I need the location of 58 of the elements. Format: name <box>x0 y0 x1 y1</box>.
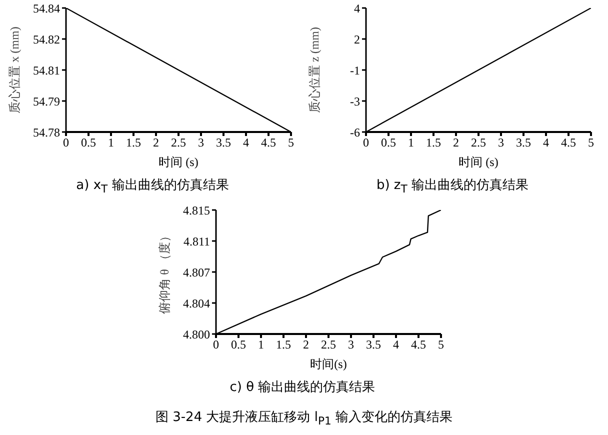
y-tick-label: -1 <box>350 63 360 78</box>
x-tick-label: 4 <box>243 136 249 150</box>
y-axis-title: 俯仰角 θ （度） <box>157 230 172 314</box>
y-tick-label: 54.82 <box>33 32 60 46</box>
x-tick-label: 0.5 <box>231 338 246 352</box>
text: b) z$_{T}$ 输出曲线的仿真结果 <box>375 177 530 196</box>
x-tick-label: 3.5 <box>516 136 531 150</box>
x-tick-label: 3 <box>198 136 204 150</box>
y-axis-title: 质心位置 x (mm) <box>7 26 22 114</box>
x-tick-label: 0 <box>363 136 369 150</box>
text: a) x$_{T}$ 输出曲线的仿真结果 <box>75 177 230 196</box>
y-tick-label: 4.811 <box>183 234 210 248</box>
x-tick-label: 1.5 <box>426 136 441 150</box>
x-tick-label: 2.5 <box>471 136 486 150</box>
x-tick-label: 1 <box>258 338 264 352</box>
text: c) θ 输出曲线的仿真结果 <box>228 379 376 396</box>
caption: 图 3-24 大提升液压缸移动 l$_{P1}$ 输入变化的仿真结果 <box>154 409 454 428</box>
x-tick-label: 3 <box>348 338 354 352</box>
x-tick-label: 4.5 <box>261 136 276 150</box>
y-tick-label: 4.800 <box>183 327 210 342</box>
y-tick-label: 4.804 <box>183 296 210 310</box>
x-tick-label: 1 <box>108 136 114 150</box>
x-tick-label: 5 <box>588 136 594 150</box>
y-tick-label: 54.79 <box>33 94 60 108</box>
x-tick-label: 4 <box>543 136 549 150</box>
y-tick-label: 54.84 <box>33 1 60 16</box>
x-tick-label: 3 <box>498 136 504 150</box>
x-axis-title: 时间 (s) <box>158 155 198 169</box>
x-tick-label: 1 <box>408 136 414 150</box>
x-tick-label: 0 <box>63 136 69 150</box>
x-tick-label: 4.5 <box>411 338 426 352</box>
x-tick-label: 4 <box>393 338 399 352</box>
x-tick-label: 4.5 <box>561 136 576 150</box>
y-tick-label: 4 <box>354 1 360 16</box>
x-axis-title: 时间 (s) <box>458 155 498 169</box>
x-tick-label: 0.5 <box>81 136 96 150</box>
x-tick-label: 0.5 <box>381 136 396 150</box>
x-tick-label: 0 <box>213 338 219 352</box>
x-tick-label: 2.5 <box>321 338 336 352</box>
x-tick-label: 2 <box>153 136 159 150</box>
y-axis-title: 质心位置 z (mm) <box>307 27 322 113</box>
y-tick-label: 54.81 <box>33 63 60 78</box>
x-tick-label: 2.5 <box>171 136 186 150</box>
y-tick-label: -3 <box>350 94 360 108</box>
x-tick-label: 3.5 <box>366 338 381 352</box>
y-tick-label: -6 <box>350 125 360 140</box>
x-tick-label: 5 <box>438 338 444 352</box>
y-tick-label: 4.807 <box>183 265 210 280</box>
x-tick-label: 1.5 <box>126 136 141 150</box>
x-axis-title: 时间(s) <box>310 357 347 371</box>
x-tick-label: 1.5 <box>276 338 291 352</box>
x-tick-label: 5 <box>288 136 294 150</box>
x-tick-label: 2 <box>453 136 459 150</box>
y-tick-label: 54.78 <box>33 125 60 140</box>
y-tick-label: 2 <box>354 32 360 46</box>
x-tick-label: 2 <box>303 338 309 352</box>
x-tick-label: 3.5 <box>216 136 231 150</box>
y-tick-label: 4.815 <box>183 203 210 218</box>
